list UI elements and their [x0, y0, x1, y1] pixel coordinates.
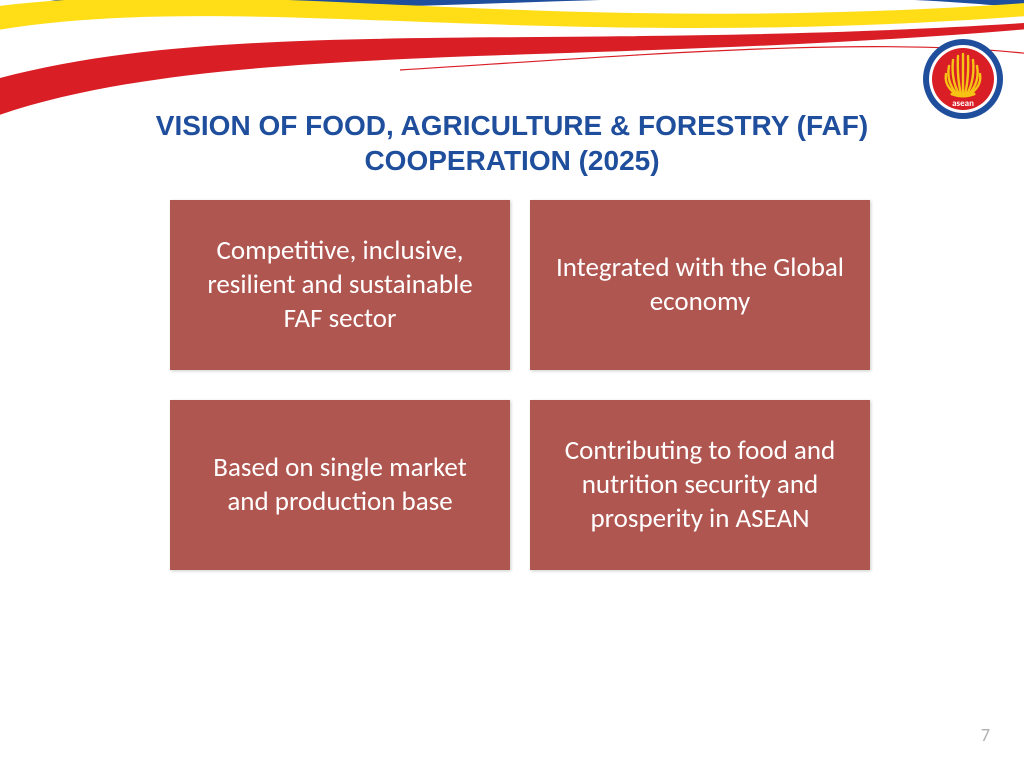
slide-title: VISION OF FOOD, AGRICULTURE & FORESTRY (…	[0, 108, 1024, 178]
vision-box-1: Competitive, inclusive, resilient and su…	[170, 200, 510, 370]
page-number: 7	[981, 724, 990, 746]
vision-grid: Competitive, inclusive, resilient and su…	[170, 200, 870, 570]
vision-box-4: Contributing to food and nutrition secur…	[530, 400, 870, 570]
swoosh-yellow	[0, 0, 1024, 35]
vision-box-2: Integrated with the Global economy	[530, 200, 870, 370]
vision-box-3: Based on single market and production ba…	[170, 400, 510, 570]
